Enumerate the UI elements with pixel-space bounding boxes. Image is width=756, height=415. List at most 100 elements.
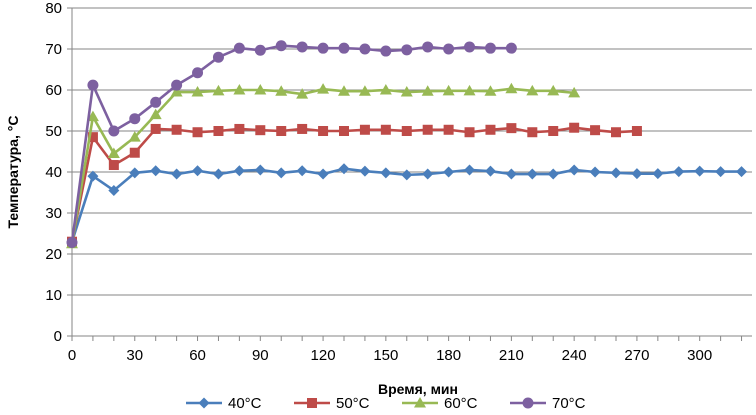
data-point bbox=[317, 83, 330, 94]
data-point bbox=[443, 43, 455, 55]
data-point bbox=[233, 84, 246, 95]
data-point bbox=[254, 84, 267, 95]
data-point bbox=[589, 166, 601, 178]
y-axis-title: Температура, °С bbox=[5, 115, 21, 228]
data-point bbox=[212, 84, 225, 96]
legend-item: 70°C bbox=[510, 395, 586, 412]
data-point bbox=[338, 85, 350, 96]
legend-marker bbox=[307, 398, 317, 408]
data-point bbox=[171, 124, 182, 135]
legend-item: 50°C bbox=[294, 395, 370, 412]
data-point bbox=[213, 126, 224, 136]
x-tick-label: 210 bbox=[499, 347, 524, 364]
data-point bbox=[631, 168, 643, 180]
data-point bbox=[464, 41, 476, 53]
data-point bbox=[610, 167, 622, 179]
data-point bbox=[527, 127, 538, 138]
data-point bbox=[673, 166, 685, 178]
x-tick-label: 270 bbox=[624, 347, 649, 364]
x-axis-title: Время, мин bbox=[378, 381, 458, 397]
data-point bbox=[296, 41, 308, 53]
data-point bbox=[568, 86, 581, 98]
data-point bbox=[694, 165, 706, 177]
data-point bbox=[66, 237, 78, 249]
series-3 bbox=[66, 82, 581, 249]
data-point bbox=[275, 40, 287, 52]
x-tick-label: 0 bbox=[68, 347, 76, 364]
legend: 40°C 50°C 60°C 70°C bbox=[186, 395, 586, 412]
data-point bbox=[442, 84, 455, 96]
data-point bbox=[150, 123, 161, 134]
data-point bbox=[192, 127, 203, 138]
data-point bbox=[464, 127, 475, 138]
data-point bbox=[191, 86, 204, 97]
legend-label: 60°C bbox=[444, 395, 478, 412]
data-point bbox=[422, 124, 433, 135]
data-point bbox=[107, 147, 120, 159]
series-1 bbox=[66, 163, 748, 248]
data-point bbox=[317, 42, 329, 54]
x-tick-label: 150 bbox=[373, 347, 398, 364]
legend-marker bbox=[198, 397, 210, 409]
legend-marker bbox=[522, 397, 534, 409]
y-tick-label: 80 bbox=[45, 0, 62, 17]
x-tick-label: 30 bbox=[126, 347, 143, 364]
data-point bbox=[358, 85, 371, 96]
data-point bbox=[526, 168, 538, 180]
data-point bbox=[170, 86, 183, 97]
data-point bbox=[212, 51, 224, 63]
data-point bbox=[421, 85, 434, 96]
data-point bbox=[296, 165, 308, 177]
data-point bbox=[234, 123, 245, 134]
data-point bbox=[171, 79, 183, 91]
data-point bbox=[400, 86, 413, 97]
x-tick-label: 180 bbox=[436, 347, 461, 364]
data-point bbox=[443, 166, 455, 178]
data-point bbox=[631, 126, 642, 136]
data-point bbox=[128, 131, 141, 142]
data-point bbox=[108, 125, 120, 137]
data-point bbox=[422, 41, 434, 53]
data-point bbox=[212, 168, 224, 180]
data-point bbox=[547, 84, 560, 96]
data-point bbox=[505, 168, 517, 180]
x-tick-label: 60 bbox=[189, 347, 206, 364]
data-point bbox=[149, 108, 162, 120]
data-point bbox=[359, 124, 370, 135]
data-point bbox=[401, 126, 412, 136]
data-point bbox=[150, 165, 162, 177]
y-tick-label: 50 bbox=[45, 123, 62, 140]
y-tick-label: 20 bbox=[45, 246, 62, 263]
data-point bbox=[484, 42, 496, 54]
x-tick-label: 120 bbox=[311, 347, 336, 364]
data-point bbox=[484, 85, 497, 96]
data-point bbox=[297, 123, 308, 134]
data-point bbox=[547, 168, 559, 180]
data-point bbox=[129, 167, 141, 179]
legend-marker bbox=[414, 397, 426, 408]
legend-label: 40°C bbox=[228, 395, 262, 412]
data-point bbox=[171, 168, 183, 180]
series-4 bbox=[66, 40, 517, 249]
data-point bbox=[464, 164, 476, 176]
data-point bbox=[401, 169, 413, 181]
data-point bbox=[652, 168, 664, 180]
data-point bbox=[736, 166, 748, 178]
data-point bbox=[254, 164, 266, 176]
data-point bbox=[192, 67, 204, 79]
data-point bbox=[338, 163, 350, 175]
data-point bbox=[86, 110, 99, 122]
data-point bbox=[296, 88, 309, 99]
x-tick-label: 90 bbox=[252, 347, 269, 364]
data-point bbox=[87, 132, 98, 143]
data-point bbox=[254, 44, 266, 56]
data-point bbox=[338, 42, 350, 54]
legend-item: 40°C bbox=[186, 395, 262, 412]
data-point bbox=[192, 165, 204, 177]
data-point bbox=[422, 168, 434, 180]
series-line bbox=[70, 126, 637, 242]
data-point bbox=[129, 113, 141, 125]
x-tick-label: 300 bbox=[687, 347, 712, 364]
data-point bbox=[485, 124, 496, 135]
data-point bbox=[715, 166, 727, 178]
